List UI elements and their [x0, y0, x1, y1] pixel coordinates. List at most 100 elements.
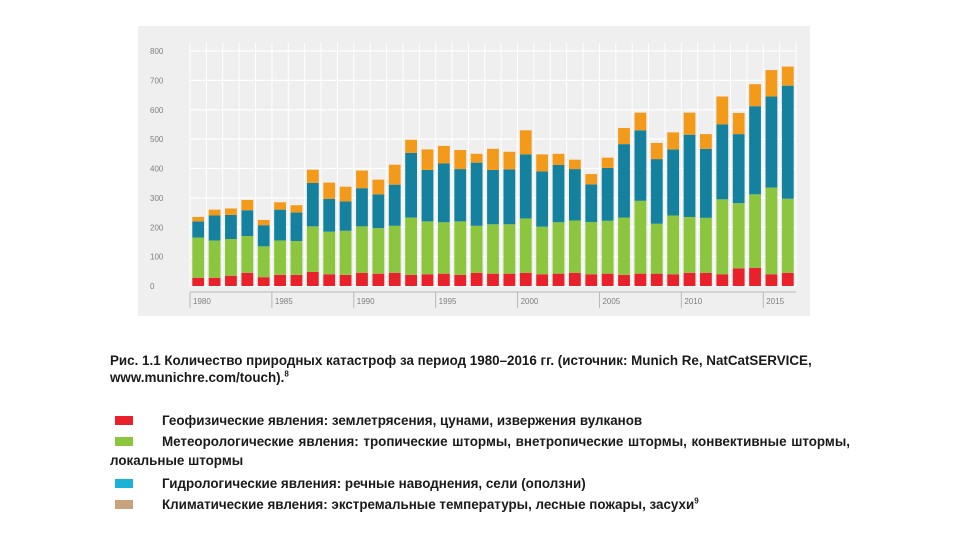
bar-segment-climatological-2003: [569, 159, 581, 170]
bar-segment-geophysical-2010: [683, 272, 696, 286]
bar-segment-meteorological-2002: [552, 222, 565, 274]
bar-segment-hydrological-2005: [601, 167, 614, 221]
bar-segment-geophysical-1998: [487, 273, 499, 286]
bar-segment-meteorological-1997: [470, 225, 483, 273]
bar-segment-geophysical-2008: [650, 273, 663, 286]
bar-segment-climatological-1983: [241, 199, 254, 211]
bar-segment-hydrological-1989: [339, 201, 352, 231]
bar-segment-meteorological-1989: [339, 230, 352, 275]
bar-segment-climatological-1982: [225, 208, 237, 215]
bar-segment-geophysical-2012: [716, 274, 729, 286]
bar-segment-meteorological-1986: [290, 241, 303, 275]
bar-segment-climatological-2016: [781, 66, 794, 86]
bar-segment-meteorological-2004: [585, 221, 598, 275]
bar-segment-hydrological-2014: [749, 106, 761, 195]
chart-panel: 0 100 200 300 400 500 600 700 800 1980 1985 1990 199…: [138, 26, 810, 316]
legend-swatch-hydrological: [115, 479, 133, 488]
bar-segment-meteorological-1983: [241, 236, 254, 273]
x-tick-label: 2005: [602, 297, 620, 306]
bar-segment-hydrological-1999: [503, 169, 516, 225]
bar-segment-meteorological-2007: [634, 200, 647, 274]
bar-segment-hydrological-1995: [437, 163, 450, 223]
bar-segment-meteorological-2010: [683, 216, 696, 273]
bar-segment-meteorological-1988: [323, 231, 336, 275]
bar-segment-meteorological-2016: [781, 198, 794, 273]
bar-segment-hydrological-1982: [225, 214, 237, 239]
bar-segment-geophysical-1994: [421, 274, 434, 286]
bar-segment-hydrological-1988: [323, 198, 336, 232]
bar-segment-hydrological-2011: [700, 148, 712, 218]
caption-footnote: 8: [284, 369, 289, 379]
bar-segment-geophysical-1981: [208, 277, 221, 286]
bar-segment-meteorological-1994: [421, 221, 434, 275]
bar-segment-climatological-1988: [323, 182, 336, 199]
bar-segment-geophysical-1980: [192, 277, 205, 286]
bar-segment-hydrological-2004: [585, 184, 598, 222]
bar-segment-hydrological-1992: [388, 184, 401, 226]
bar-segment-geophysical-2014: [749, 267, 761, 286]
bar-segment-geophysical-1993: [405, 274, 417, 286]
x-tick-label: 2000: [521, 297, 539, 306]
bar-segment-climatological-1994: [421, 149, 434, 170]
bar-segment-geophysical-2016: [781, 272, 794, 286]
bar-segment-geophysical-1987: [306, 271, 319, 286]
stacked-bar-chart: 0 100 200 300 400 500 600 700 800 1980 1985 1990 199…: [150, 43, 797, 308]
bar-segment-climatological-2005: [601, 157, 614, 168]
bar-segment-hydrological-2008: [650, 159, 663, 224]
x-tick-label: 2010: [684, 297, 702, 306]
bar-segment-meteorological-1980: [192, 237, 205, 278]
bar-segment-geophysical-1982: [225, 275, 237, 286]
y-tick-label: 600: [150, 106, 164, 115]
bar-segment-meteorological-2011: [700, 217, 712, 273]
bar-segment-geophysical-2013: [732, 268, 745, 287]
bar-segment-climatological-1989: [339, 186, 352, 202]
bar-segment-climatological-2014: [749, 84, 761, 107]
bar-segment-geophysical-2009: [667, 274, 680, 286]
bar-segment-geophysical-1989: [339, 274, 352, 286]
bar-segment-meteorological-2005: [601, 220, 614, 274]
bar-segment-climatological-2009: [667, 132, 680, 150]
bar-segment-climatological-1987: [306, 169, 319, 183]
bar-segment-climatological-2002: [552, 153, 565, 165]
bar-segment-geophysical-1997: [470, 272, 483, 286]
y-tick-label: 100: [150, 253, 164, 262]
x-tick-label: 1980: [193, 297, 211, 306]
y-tick-label: 0: [150, 282, 155, 291]
x-tick-label: 1985: [275, 297, 293, 306]
bar-segment-climatological-1981: [208, 209, 221, 216]
bar-segment-climatological-1998: [487, 148, 499, 170]
bar-segment-climatological-1996: [454, 149, 467, 170]
bar-segment-meteorological-2001: [536, 226, 549, 275]
y-tick-label: 700: [150, 76, 164, 85]
bar-segment-climatological-1985: [274, 202, 286, 210]
bar-segment-meteorological-2014: [749, 194, 761, 268]
caption-text: Рис. 1.1 Количество природных катастроф …: [110, 353, 812, 385]
bar-segment-climatological-1997: [470, 153, 483, 163]
bar-segment-meteorological-1990: [356, 226, 368, 273]
bar-segment-geophysical-2004: [585, 274, 598, 286]
y-tick-label: 800: [150, 47, 164, 56]
bar-segment-climatological-1995: [437, 145, 450, 164]
bar-segment-hydrological-2010: [683, 134, 696, 217]
bar-segment-climatological-1999: [503, 151, 516, 170]
bar-segment-hydrological-1981: [208, 215, 221, 241]
bar-segment-hydrological-2015: [765, 96, 778, 188]
legend-swatch-meteorological: [115, 437, 133, 446]
bar-segment-meteorological-1981: [208, 240, 221, 278]
bar-segment-hydrological-1997: [470, 162, 483, 226]
legend-item-climatological: Климатические явления: экстремальные тем…: [110, 495, 850, 514]
bar-segment-meteorological-1996: [454, 221, 467, 275]
figure-caption: Рис. 1.1 Количество природных катастроф …: [110, 352, 850, 386]
legend-label-climatological: Климатические явления: экстремальные тем…: [162, 497, 695, 512]
bar-segment-geophysical-1990: [356, 272, 368, 286]
bar-segment-hydrological-1985: [274, 209, 286, 241]
bar-segment-geophysical-2003: [569, 272, 581, 286]
bar-segment-climatological-2006: [618, 127, 630, 145]
bar-segment-hydrological-1996: [454, 169, 467, 222]
bar-segment-hydrological-1986: [290, 212, 303, 242]
bar-segment-climatological-2010: [683, 112, 696, 135]
bar-segment-hydrological-1994: [421, 169, 434, 222]
bar-segment-climatological-1990: [356, 170, 368, 189]
legend-footnote: 9: [694, 496, 699, 506]
bar-segment-climatological-2015: [765, 70, 778, 97]
